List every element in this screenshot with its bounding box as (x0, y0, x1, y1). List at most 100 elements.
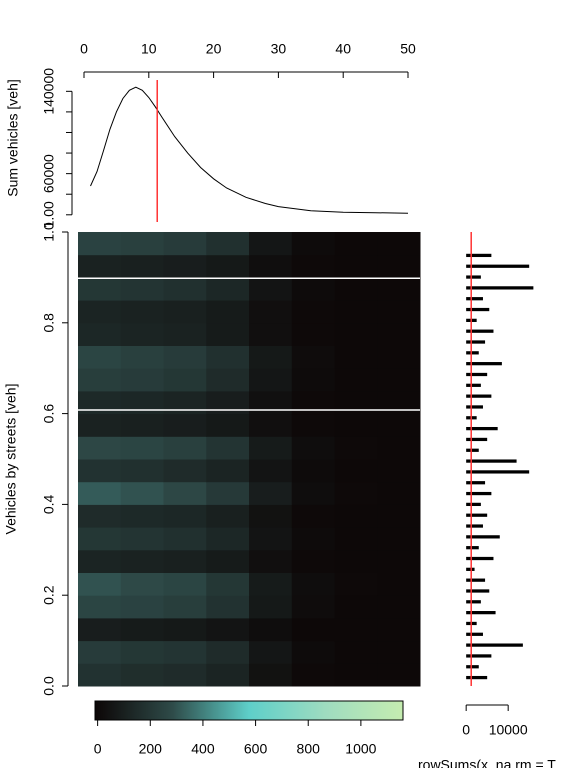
heat-cell (334, 663, 378, 687)
y-tick-label: 0.2 (41, 585, 57, 605)
bar (466, 470, 530, 474)
heat-cell (163, 572, 207, 596)
y-tick-label: 0.4 (41, 494, 57, 514)
heat-cell (120, 277, 164, 301)
heat-cell (120, 322, 164, 346)
heat-cell (377, 617, 421, 642)
heat-cell (163, 549, 207, 573)
heat-cell (206, 481, 250, 505)
x-axis-label: rowSums(x, na.rm = T (418, 757, 556, 768)
heat-cell (291, 640, 335, 664)
heat-cell (249, 595, 293, 619)
heat-cell (377, 254, 421, 278)
x-tick-label: 800 (297, 741, 321, 757)
x-tick-label: 0 (462, 722, 470, 738)
bar (466, 448, 479, 452)
bar (466, 351, 479, 355)
y-tick-label: 0.0 (41, 676, 57, 696)
heat-cell (334, 549, 378, 573)
heat-cell (334, 322, 378, 346)
heat-cell (249, 390, 293, 415)
heat-cell (377, 504, 421, 528)
heat-cell (78, 595, 122, 619)
heat-cell (377, 232, 421, 256)
heat-cell (249, 436, 293, 460)
heat-cell (377, 527, 421, 551)
heat-cell (120, 390, 164, 415)
heat-cell (249, 232, 293, 256)
heat-cell (334, 232, 378, 256)
heat-cell (206, 368, 250, 392)
heat-cell (334, 572, 378, 596)
heat-cell (249, 527, 293, 551)
heat-cell (291, 663, 335, 687)
heat-cell (120, 300, 164, 324)
bar (466, 297, 483, 301)
heat-cell (291, 504, 335, 528)
heat-cell (206, 504, 250, 528)
heat-cell (163, 390, 207, 415)
heat-cell (377, 277, 421, 301)
heat-cell (163, 345, 207, 369)
heat-cell (291, 322, 335, 346)
heat-cell (377, 300, 421, 324)
heat-cell (78, 549, 122, 573)
heat-cell (291, 459, 335, 483)
heat-cell (120, 436, 164, 460)
heat-cell (377, 413, 421, 437)
heat-cell (291, 254, 335, 278)
heat-cell (377, 663, 421, 687)
heat-cell (163, 413, 207, 437)
y-axis-label: Sum vehicles [veh] (5, 79, 21, 197)
heat-cell (120, 640, 164, 664)
heat-cell (334, 413, 378, 437)
heat-cell (249, 368, 293, 392)
heat-cell (377, 436, 421, 460)
heat-cell (78, 504, 122, 528)
heat-cell (78, 663, 122, 687)
heat-cell (249, 617, 293, 642)
heat-cell (334, 504, 378, 528)
x-tick-label: 0 (94, 741, 102, 757)
heat-cell (249, 254, 293, 278)
x-tick-label: 200 (139, 741, 163, 757)
heat-cell (206, 663, 250, 687)
bar (466, 491, 492, 496)
heat-cell (334, 436, 378, 460)
heat-cell (206, 459, 250, 483)
colorbar (94, 700, 404, 721)
heat-cell (78, 322, 122, 346)
heat-cell (249, 277, 293, 301)
heat-cell (249, 640, 293, 664)
heat-cell (291, 300, 335, 324)
heat-cell (249, 322, 293, 346)
heat-cell (377, 322, 421, 346)
heat-cell (249, 663, 293, 687)
heat-cell (334, 277, 378, 301)
heat-cell (249, 413, 293, 437)
heat-cell (334, 527, 378, 551)
heat-cell (120, 527, 164, 551)
heat-cell (206, 232, 250, 256)
heat-cell (334, 390, 378, 415)
x-tick-label: 20 (206, 41, 222, 57)
bar (466, 362, 502, 366)
heat-cell (163, 663, 207, 687)
heat-cell (206, 413, 250, 437)
bar (466, 264, 530, 268)
heat-cell (377, 549, 421, 573)
heat-cell (334, 595, 378, 619)
y-tick-label: 60000 (41, 154, 57, 193)
heat-cell (78, 277, 122, 301)
bar (466, 578, 486, 582)
heat-cell (334, 300, 378, 324)
heat-cell (249, 345, 293, 369)
heat-cell (334, 481, 378, 505)
heat-cell (78, 436, 122, 460)
bar (466, 253, 492, 258)
bar (466, 307, 490, 312)
x-tick-label: 0 (80, 41, 88, 57)
heat-cell (291, 345, 335, 369)
heat-cell (120, 481, 164, 505)
bar (466, 502, 481, 507)
